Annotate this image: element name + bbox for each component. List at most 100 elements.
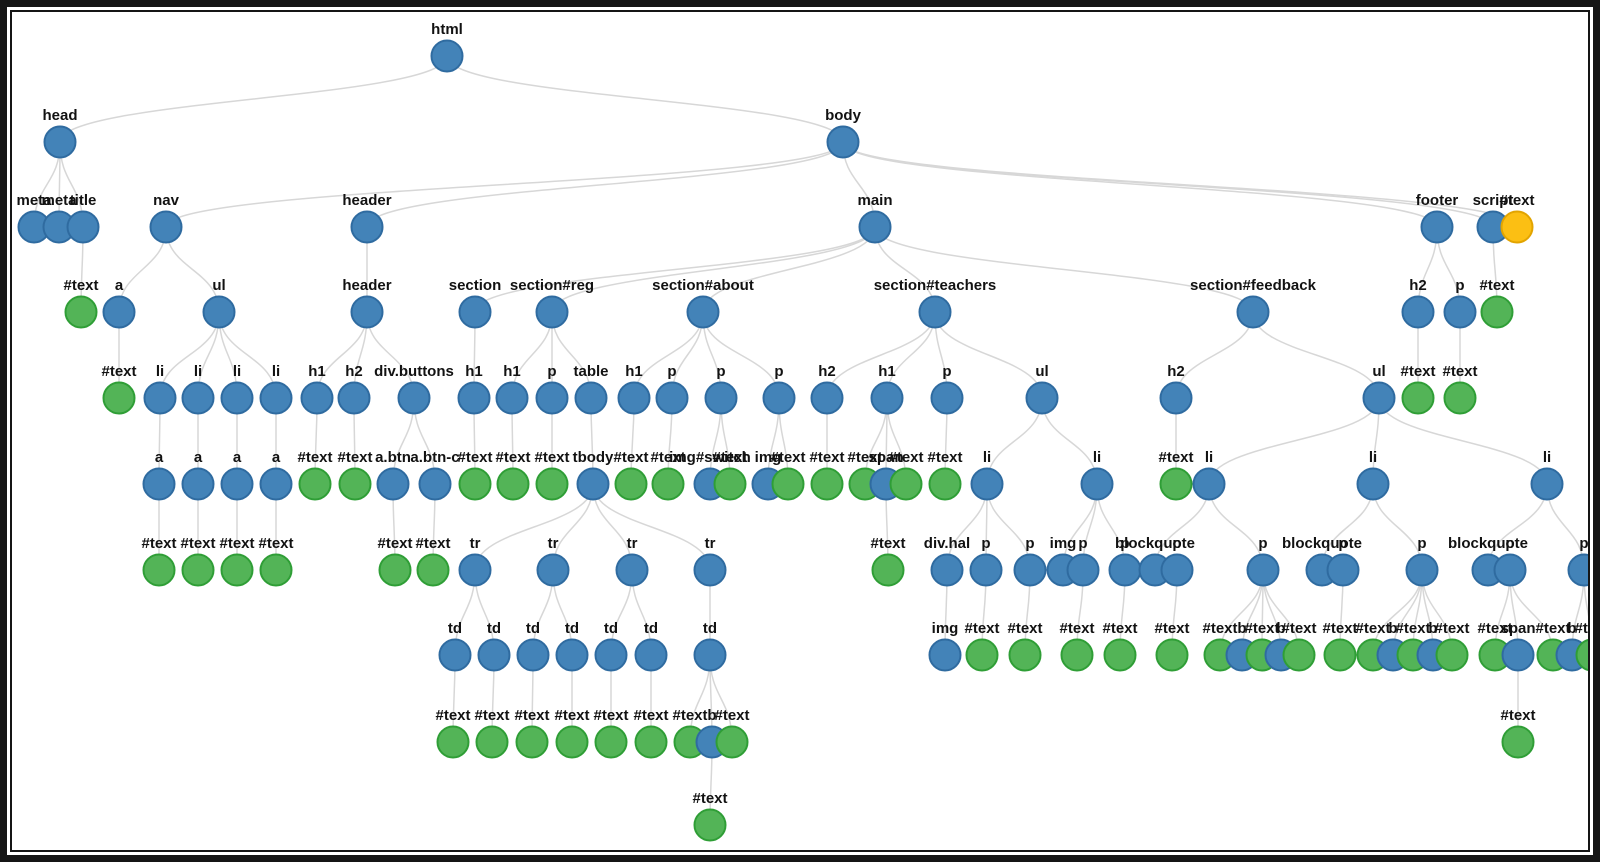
- tree-node-text[interactable]: [142, 553, 176, 587]
- tree-node-text[interactable]: [298, 467, 332, 501]
- tree-node-ul[interactable]: [1362, 381, 1396, 415]
- tree-node-h2[interactable]: [810, 381, 844, 415]
- tree-node-text[interactable]: [555, 725, 589, 759]
- tree-node-text[interactable]: [181, 553, 215, 587]
- tree-node-td[interactable]: [438, 638, 472, 672]
- tree-node-li[interactable]: [143, 381, 177, 415]
- tree-node-text[interactable]: [416, 553, 450, 587]
- tree-node-a[interactable]: [259, 467, 293, 501]
- tree-node-a[interactable]: [102, 295, 136, 329]
- tree-node-text[interactable]: [1103, 638, 1137, 672]
- tree-node-footer[interactable]: [1420, 210, 1454, 244]
- tree-node-text[interactable]: [713, 467, 747, 501]
- tree-node-li[interactable]: [220, 381, 254, 415]
- tree-node-p[interactable]: [1013, 553, 1047, 587]
- tree-node-tr[interactable]: [536, 553, 570, 587]
- tree-node-p[interactable]: [930, 381, 964, 415]
- tree-node-a-btn-c[interactable]: [418, 467, 452, 501]
- tree-node-li[interactable]: [970, 467, 1004, 501]
- tree-node-h1[interactable]: [617, 381, 651, 415]
- tree-node-h1[interactable]: [495, 381, 529, 415]
- tree-node-text[interactable]: [436, 725, 470, 759]
- tree-node-head[interactable]: [43, 125, 77, 159]
- tree-node-a-btn[interactable]: [376, 467, 410, 501]
- tree-node-text[interactable]: [965, 638, 999, 672]
- tree-node-li[interactable]: [259, 381, 293, 415]
- tree-node-text[interactable]: [64, 295, 98, 329]
- tree-node-td[interactable]: [693, 638, 727, 672]
- tree-node-text[interactable]: [338, 467, 372, 501]
- tree-node-main[interactable]: [858, 210, 892, 244]
- tree-node-text[interactable]: [1155, 638, 1189, 672]
- tree-node-text[interactable]: [810, 467, 844, 501]
- tree-node-text[interactable]: [889, 467, 923, 501]
- tree-node-p[interactable]: [1160, 553, 1194, 587]
- tree-node-text[interactable]: [475, 725, 509, 759]
- tree-node-tbody[interactable]: [576, 467, 610, 501]
- tree-node-text[interactable]: [614, 467, 648, 501]
- tree-node-table[interactable]: [574, 381, 608, 415]
- tree-node-text[interactable]: [1500, 210, 1534, 244]
- tree-node-p[interactable]: [1246, 553, 1280, 587]
- tree-node-td[interactable]: [594, 638, 628, 672]
- tree-node-text[interactable]: [515, 725, 549, 759]
- tree-node-text[interactable]: [1282, 638, 1316, 672]
- tree-node-a[interactable]: [181, 467, 215, 501]
- tree-node-header[interactable]: [350, 295, 384, 329]
- tree-node-text[interactable]: [1501, 725, 1535, 759]
- tree-node-text[interactable]: [535, 467, 569, 501]
- tree-node-tr[interactable]: [615, 553, 649, 587]
- tree-node-span[interactable]: [1501, 638, 1535, 672]
- tree-node-ul[interactable]: [1025, 381, 1059, 415]
- tree-node-section-teachers[interactable]: [918, 295, 952, 329]
- tree-node-text[interactable]: [1159, 467, 1193, 501]
- tree-node-section-reg[interactable]: [535, 295, 569, 329]
- tree-node-title[interactable]: [66, 210, 100, 244]
- tree-node-ul[interactable]: [202, 295, 236, 329]
- tree-node-a[interactable]: [220, 467, 254, 501]
- tree-node-text[interactable]: [771, 467, 805, 501]
- tree-node-text[interactable]: [1443, 381, 1477, 415]
- tree-node-p[interactable]: [1326, 553, 1360, 587]
- tree-node-text[interactable]: [496, 467, 530, 501]
- tree-node-li[interactable]: [181, 381, 215, 415]
- tree-node-img[interactable]: [928, 638, 962, 672]
- tree-node-div-buttons[interactable]: [397, 381, 431, 415]
- tree-node-text[interactable]: [1435, 638, 1469, 672]
- tree-node-text[interactable]: [102, 381, 136, 415]
- tree-node-text[interactable]: [220, 553, 254, 587]
- tree-node-p[interactable]: [1567, 553, 1589, 587]
- tree-node-p[interactable]: [1443, 295, 1477, 329]
- tree-node-section-feedback[interactable]: [1236, 295, 1270, 329]
- tree-node-p[interactable]: [1108, 553, 1142, 587]
- tree-node-text[interactable]: [1480, 295, 1514, 329]
- tree-node-h2[interactable]: [337, 381, 371, 415]
- tree-node-text[interactable]: [1008, 638, 1042, 672]
- tree-node-p[interactable]: [1405, 553, 1439, 587]
- tree-node-h2[interactable]: [1401, 295, 1435, 329]
- tree-node-li[interactable]: [1192, 467, 1226, 501]
- tree-node-text[interactable]: [871, 553, 905, 587]
- tree-node-li[interactable]: [1080, 467, 1114, 501]
- tree-node-a[interactable]: [142, 467, 176, 501]
- tree-node-text[interactable]: [594, 725, 628, 759]
- tree-node-section[interactable]: [458, 295, 492, 329]
- tree-node-text[interactable]: [1401, 381, 1435, 415]
- tree-node-h2[interactable]: [1159, 381, 1193, 415]
- tree-node-text[interactable]: [378, 553, 412, 587]
- tree-node-p[interactable]: [1066, 553, 1100, 587]
- tree-node-text[interactable]: [1323, 638, 1357, 672]
- tree-node-p[interactable]: [704, 381, 738, 415]
- tree-node-p[interactable]: [969, 553, 1003, 587]
- tree-node-text[interactable]: [1060, 638, 1094, 672]
- tree-node-p[interactable]: [535, 381, 569, 415]
- tree-node-text[interactable]: [259, 553, 293, 587]
- tree-node-h1[interactable]: [870, 381, 904, 415]
- tree-node-td[interactable]: [477, 638, 511, 672]
- tree-node-td[interactable]: [555, 638, 589, 672]
- tree-node-section-about[interactable]: [686, 295, 720, 329]
- tree-node-text[interactable]: [1575, 638, 1589, 672]
- tree-node-text[interactable]: [715, 725, 749, 759]
- tree-node-text[interactable]: [458, 467, 492, 501]
- tree-node-h1[interactable]: [457, 381, 491, 415]
